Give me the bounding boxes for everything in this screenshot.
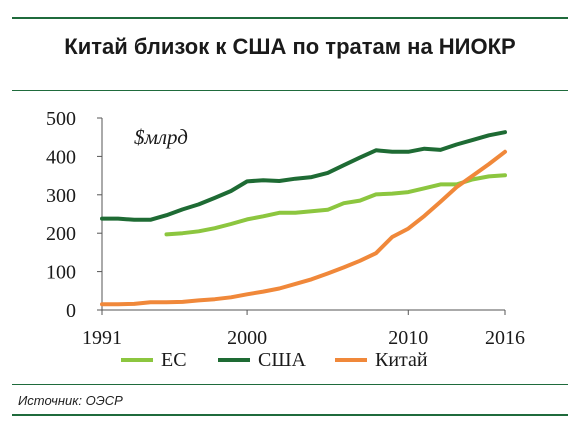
series-lines bbox=[100, 130, 507, 307]
y-tick-label: 200 bbox=[46, 223, 76, 245]
series-line-2 bbox=[100, 130, 507, 222]
x-tick-label: 2000 bbox=[227, 327, 267, 349]
top-rule bbox=[12, 17, 568, 19]
unit-label: $млрд bbox=[134, 125, 188, 149]
bottom-rule bbox=[12, 414, 568, 416]
legend-label: Китай bbox=[375, 349, 428, 371]
y-tick-label: 300 bbox=[46, 185, 76, 207]
x-tick-label: 2010 bbox=[388, 327, 428, 349]
legend-label: ЕС bbox=[161, 349, 187, 371]
source-note: Источник: ОЭСР bbox=[18, 393, 123, 408]
axes bbox=[101, 118, 505, 311]
chart-title: Китай близок к США по тратам на НИОКР bbox=[64, 34, 516, 59]
series-line-1 bbox=[164, 173, 507, 237]
legend: ЕС США Китай bbox=[121, 349, 428, 371]
x-tick-label: 1991 bbox=[82, 327, 122, 349]
y-tick-label: 500 bbox=[46, 108, 76, 130]
y-tick-label: 400 bbox=[46, 146, 76, 168]
legend-label: США bbox=[258, 349, 307, 371]
x-tick-label: 2016 bbox=[485, 327, 525, 349]
y-tick-label: 100 bbox=[46, 262, 76, 284]
series-line-3 bbox=[100, 149, 507, 307]
x-ticks: 1991 2000 2010 2016 bbox=[82, 310, 525, 349]
y-ticks: 0 100 200 300 400 500 bbox=[46, 108, 102, 322]
y-tick-label: 0 bbox=[66, 300, 76, 322]
title-rule bbox=[12, 90, 568, 91]
source-rule bbox=[12, 384, 568, 385]
